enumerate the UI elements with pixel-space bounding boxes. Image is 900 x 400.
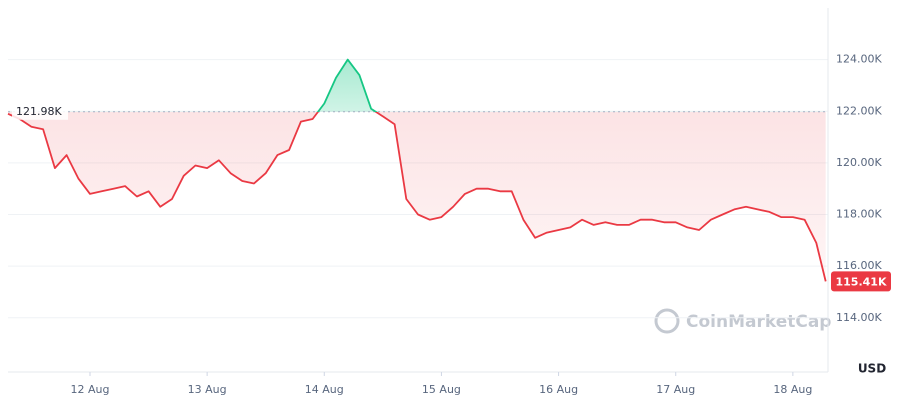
price-line xyxy=(7,58,827,282)
y-tick-label: 118.00K xyxy=(836,208,882,221)
current-price-badge xyxy=(831,271,891,292)
x-tick-label: 15 Aug xyxy=(422,383,461,396)
y-tick-label: 122.00K xyxy=(836,104,882,117)
x-tick-label: 12 Aug xyxy=(71,383,110,396)
watermark-logo xyxy=(654,308,680,334)
y-tick-label: 120.00K xyxy=(836,156,882,169)
current-price-label: 115.41K xyxy=(836,275,887,288)
y-tick-label: 116.00K xyxy=(836,259,882,272)
baseline-label: 121.98K xyxy=(16,105,62,118)
x-tick-label: 13 Aug xyxy=(188,383,227,396)
area-fill xyxy=(8,59,826,282)
x-tick-label: 17 Aug xyxy=(656,383,695,396)
baseline-label-bg xyxy=(12,102,68,120)
x-tick-label: 16 Aug xyxy=(539,383,578,396)
y-tick-label: 124.00K xyxy=(836,53,882,66)
x-tick-label: 18 Aug xyxy=(773,383,812,396)
y-tick-label: 114.00K xyxy=(836,311,882,324)
x-tick-label: 14 Aug xyxy=(305,383,344,396)
watermark-text: CoinMarketCap xyxy=(686,312,831,332)
currency-label: USD xyxy=(858,362,886,376)
watermark: CoinMarketCap xyxy=(654,308,831,334)
